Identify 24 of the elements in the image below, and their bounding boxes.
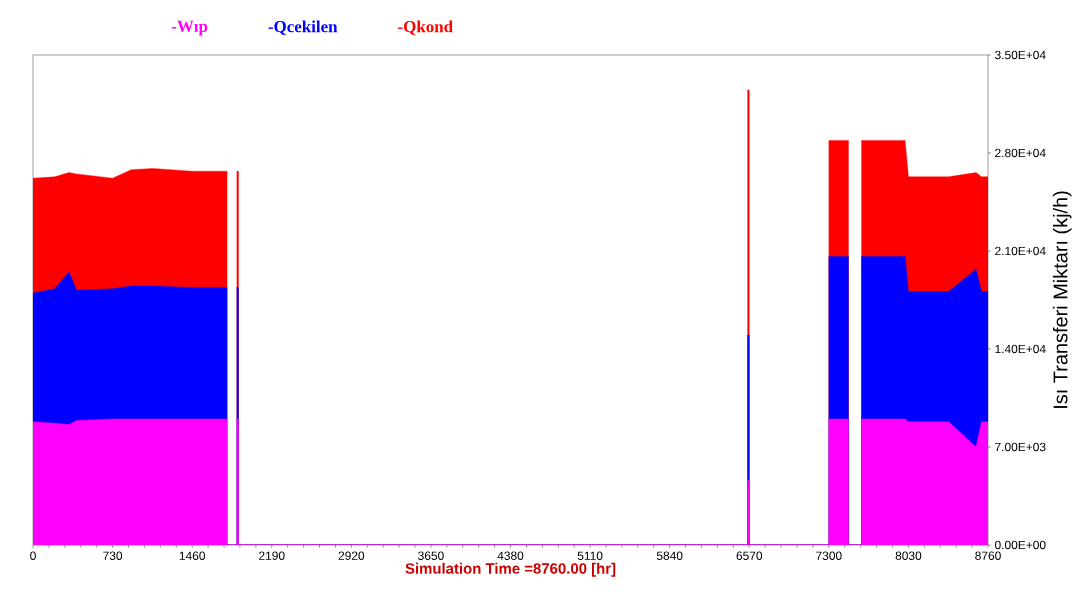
x-tick-label: 8030 bbox=[895, 551, 922, 560]
x-tick-label: 2190 bbox=[259, 551, 285, 560]
x-tick-label: 8760 bbox=[975, 551, 1001, 560]
x-tick-label: 1460 bbox=[179, 551, 206, 560]
x-tick-label: 5840 bbox=[656, 551, 683, 560]
y-tick-label: 2.80E+04 bbox=[995, 148, 1046, 158]
y-tick-label: 3.50E+04 bbox=[994, 50, 1046, 60]
y-tick-label: 7.00E+03 bbox=[995, 442, 1046, 452]
text: -Wıp bbox=[171, 20, 208, 36]
y-axis-title: Isı Transferi Miktarı (kj/h) bbox=[1052, 191, 1072, 408]
x-tick-label: 3650 bbox=[418, 551, 444, 560]
x-tick-label: 0 bbox=[30, 551, 36, 560]
y-tick-label: 2.10E+04 bbox=[995, 246, 1046, 256]
x-tick-label: 2920 bbox=[338, 551, 365, 560]
text: -Qkond bbox=[398, 20, 453, 35]
x-tick-label: 4380 bbox=[497, 551, 524, 560]
x-tick-label: 5110 bbox=[577, 551, 603, 560]
text: -Qcekilen bbox=[268, 20, 338, 35]
x-tick-label: 730 bbox=[103, 551, 123, 560]
x-tick-label: 6570 bbox=[736, 551, 763, 560]
x-axis-title: Simulation Time =8760.00 [hr] bbox=[405, 562, 616, 577]
x-tick-label: 7300 bbox=[816, 551, 842, 560]
y-tick-label: 1.40E+04 bbox=[995, 344, 1046, 354]
y-tick-label: 0.00E+00 bbox=[995, 540, 1046, 550]
